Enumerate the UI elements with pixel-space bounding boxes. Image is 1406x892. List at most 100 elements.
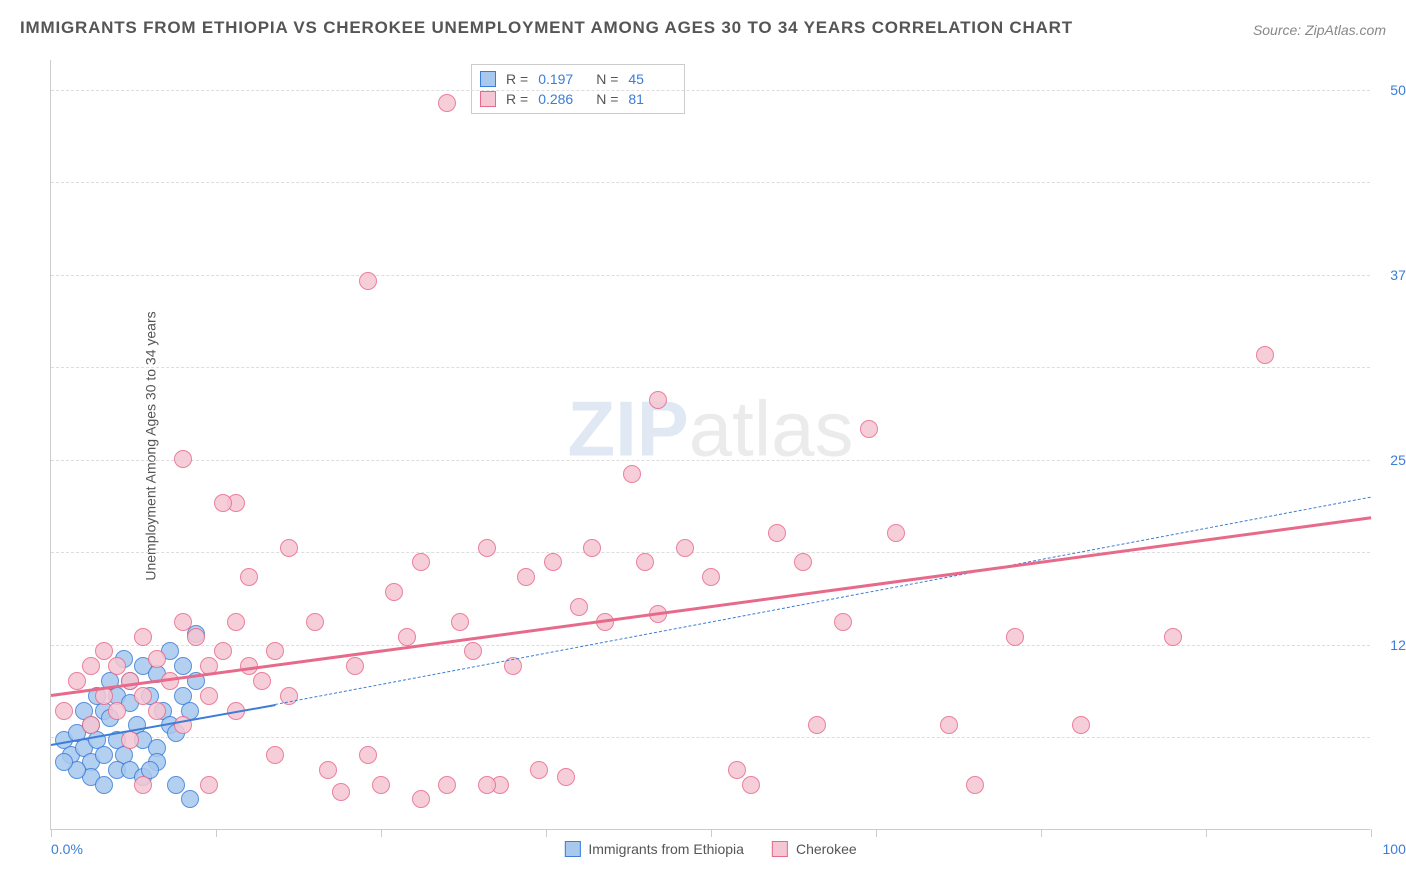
scatter-point — [583, 539, 601, 557]
scatter-point — [181, 790, 199, 808]
scatter-point — [794, 553, 812, 571]
legend-swatch — [480, 91, 496, 107]
trend-line-extrapolated — [275, 497, 1371, 705]
scatter-point — [1164, 628, 1182, 646]
scatter-point — [676, 539, 694, 557]
chart-title: IMMIGRANTS FROM ETHIOPIA VS CHEROKEE UNE… — [20, 18, 1073, 38]
scatter-point — [200, 776, 218, 794]
y-tick-label: 25.0% — [1390, 452, 1406, 468]
gridline-horizontal — [51, 460, 1370, 461]
scatter-point — [464, 642, 482, 660]
scatter-point — [266, 642, 284, 660]
scatter-point — [55, 753, 73, 771]
trend-line — [51, 516, 1371, 697]
scatter-point — [887, 524, 905, 542]
x-tick — [1206, 829, 1207, 837]
gridline-horizontal — [51, 552, 1370, 553]
gridline-horizontal — [51, 182, 1370, 183]
scatter-point — [200, 687, 218, 705]
scatter-point — [742, 776, 760, 794]
scatter-point — [148, 650, 166, 668]
scatter-point — [636, 553, 654, 571]
scatter-point — [808, 716, 826, 734]
stat-r-label: R = — [506, 71, 528, 87]
scatter-point — [385, 583, 403, 601]
scatter-point — [860, 420, 878, 438]
scatter-point — [451, 613, 469, 631]
scatter-point — [174, 613, 192, 631]
stats-row: R = 0.197 N = 45 — [480, 69, 676, 89]
scatter-point — [768, 524, 786, 542]
stat-n-label: N = — [596, 71, 618, 87]
scatter-point — [95, 642, 113, 660]
scatter-point — [966, 776, 984, 794]
scatter-point — [332, 783, 350, 801]
watermark-text: ZIPatlas — [567, 384, 853, 475]
stat-r-label: R = — [506, 91, 528, 107]
x-tick — [546, 829, 547, 837]
stat-r-value: 0.197 — [538, 71, 586, 87]
scatter-point — [227, 613, 245, 631]
stat-n-value: 81 — [628, 91, 676, 107]
scatter-point — [1256, 346, 1274, 364]
scatter-point — [214, 642, 232, 660]
scatter-point — [517, 568, 535, 586]
bottom-legend: Immigrants from Ethiopia Cherokee — [564, 841, 856, 857]
scatter-point — [623, 465, 641, 483]
scatter-point — [134, 776, 152, 794]
legend-swatch — [772, 841, 788, 857]
stat-n-label: N = — [596, 91, 618, 107]
scatter-point — [108, 657, 126, 675]
x-tick — [876, 829, 877, 837]
scatter-point — [359, 746, 377, 764]
scatter-point — [148, 702, 166, 720]
x-tick — [1041, 829, 1042, 837]
x-tick-label-min: 0.0% — [51, 841, 83, 857]
scatter-point — [240, 568, 258, 586]
scatter-point — [649, 391, 667, 409]
scatter-point — [167, 776, 185, 794]
scatter-point — [82, 657, 100, 675]
scatter-point — [319, 761, 337, 779]
scatter-point — [121, 672, 139, 690]
scatter-point — [940, 716, 958, 734]
scatter-point — [1006, 628, 1024, 646]
scatter-point — [174, 657, 192, 675]
source-attribution: Source: ZipAtlas.com — [1253, 22, 1386, 38]
gridline-horizontal — [51, 90, 1370, 91]
legend-label: Immigrants from Ethiopia — [588, 841, 744, 857]
scatter-point — [187, 628, 205, 646]
scatter-point — [121, 731, 139, 749]
stat-r-value: 0.286 — [538, 91, 586, 107]
stat-n-value: 45 — [628, 71, 676, 87]
x-tick — [381, 829, 382, 837]
scatter-point — [359, 272, 377, 290]
scatter-point — [174, 450, 192, 468]
scatter-point — [438, 776, 456, 794]
scatter-point — [412, 553, 430, 571]
scatter-point — [95, 776, 113, 794]
scatter-point — [478, 776, 496, 794]
scatter-point — [1072, 716, 1090, 734]
scatter-point — [134, 687, 152, 705]
y-tick-label: 37.5% — [1390, 267, 1406, 283]
scatter-point — [570, 598, 588, 616]
x-tick — [51, 829, 52, 837]
legend-swatch — [564, 841, 580, 857]
scatter-point — [398, 628, 416, 646]
stats-row: R = 0.286 N = 81 — [480, 89, 676, 109]
scatter-point — [253, 672, 271, 690]
scatter-point — [530, 761, 548, 779]
scatter-point — [280, 539, 298, 557]
gridline-horizontal — [51, 275, 1370, 276]
legend-item: Cherokee — [772, 841, 857, 857]
scatter-point — [306, 613, 324, 631]
gridline-horizontal — [51, 367, 1370, 368]
scatter-point — [108, 702, 126, 720]
scatter-point — [68, 672, 86, 690]
scatter-point — [834, 613, 852, 631]
scatter-point — [214, 494, 232, 512]
gridline-horizontal — [51, 737, 1370, 738]
scatter-point — [702, 568, 720, 586]
x-tick — [1371, 829, 1372, 837]
